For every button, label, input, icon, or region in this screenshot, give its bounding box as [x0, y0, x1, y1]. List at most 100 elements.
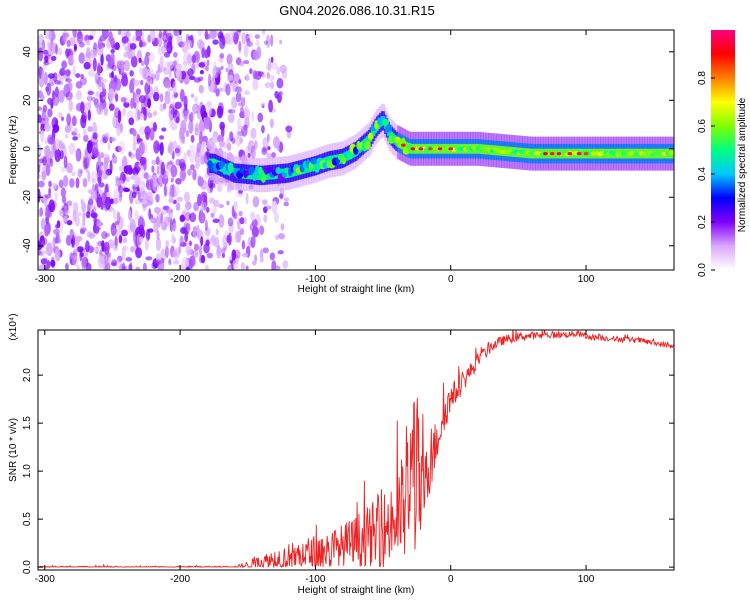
noise-blob [233, 200, 238, 212]
ridge-peak [410, 147, 416, 151]
noise-blob [110, 261, 117, 266]
noise-blob [170, 123, 178, 131]
noise-blob [216, 105, 224, 119]
noise-blob [186, 52, 193, 67]
noise-blob [68, 37, 76, 47]
noise-blob [259, 248, 264, 260]
noise-blob [173, 109, 180, 124]
noise-blob [279, 193, 284, 199]
noise-blob [245, 73, 250, 81]
noise-blob [69, 91, 74, 97]
noise-blob [245, 192, 249, 205]
noise-blob [100, 161, 104, 167]
noise-blob [46, 242, 53, 257]
noise-blob [215, 88, 220, 97]
noise-blob [63, 205, 68, 215]
noise-blob [186, 222, 191, 233]
noise-blob [170, 164, 178, 178]
ridge-blob [252, 172, 257, 182]
noise-blob [263, 214, 268, 223]
noise-blob [138, 95, 147, 104]
noise-blob [115, 145, 123, 153]
noise-blob [200, 236, 204, 247]
noise-blob [145, 228, 151, 241]
noise-blob [159, 103, 165, 112]
noise-blob [104, 196, 111, 210]
noise-blob [147, 98, 152, 109]
noise-blob [155, 193, 160, 203]
noise-blob [103, 198, 109, 212]
spectrogram-y-tick-label: 40 [22, 46, 33, 58]
noise-blob [129, 79, 135, 94]
noise-blob [88, 196, 94, 209]
noise-blob [63, 155, 68, 169]
noise-blob [255, 39, 260, 47]
noise-blob [114, 220, 120, 226]
noise-blob [217, 182, 223, 193]
noise-blob [42, 250, 48, 255]
noise-blob [47, 73, 55, 79]
noise-blob [66, 81, 73, 93]
noise-blob [38, 173, 41, 179]
noise-blob [158, 30, 163, 39]
noise-blob [200, 201, 205, 213]
noise-blob [64, 133, 69, 139]
noise-blob [65, 262, 69, 270]
noise-blob [198, 245, 203, 256]
noise-blob [135, 30, 143, 39]
noise-blob [160, 211, 164, 225]
noise-blob [276, 77, 284, 89]
noise-blob [228, 109, 236, 114]
noise-blob [137, 191, 141, 201]
noise-blob [97, 221, 104, 227]
noise-blob [49, 76, 54, 87]
noise-blob [175, 202, 181, 211]
noise-blob [82, 177, 88, 188]
noise-blob [92, 57, 97, 72]
noise-blob [183, 115, 187, 124]
noise-blob [50, 259, 56, 267]
noise-blob [146, 71, 152, 77]
noise-blob [235, 91, 242, 103]
noise-blob [228, 256, 233, 263]
noise-blob [207, 104, 212, 116]
noise-blob [79, 77, 87, 86]
noise-blob [218, 54, 224, 63]
noise-blob [69, 178, 75, 188]
noise-blob [200, 104, 207, 118]
snr-x-axis-label: Height of straight line (km) [298, 585, 415, 596]
ridge-blob [260, 173, 267, 183]
noise-blob [172, 218, 176, 232]
noise-blob [251, 260, 257, 266]
noise-blob [76, 31, 84, 44]
noise-blob [227, 109, 233, 114]
noise-blob [45, 83, 52, 96]
noise-blob [231, 249, 237, 261]
noise-blob [163, 184, 167, 197]
ridge-blob [314, 163, 320, 173]
noise-blob [165, 245, 169, 259]
noise-blob [184, 110, 189, 116]
noise-blob [226, 234, 231, 244]
noise-blob [275, 265, 281, 270]
noise-blob [245, 265, 249, 270]
ridge-blob [346, 152, 353, 160]
ridge-cell [257, 170, 260, 181]
noise-blob [136, 186, 140, 192]
ridge-blob [265, 166, 273, 174]
noise-blob [117, 110, 122, 124]
noise-blob [47, 152, 55, 159]
noise-blob [48, 30, 52, 41]
noise-blob [86, 231, 94, 238]
noise-blob [38, 106, 43, 111]
noise-blob [94, 247, 99, 253]
noise-blob [261, 146, 268, 156]
noise-blob [186, 54, 192, 64]
noise-blob [43, 30, 50, 35]
noise-blob [137, 109, 141, 121]
noise-blob [87, 109, 92, 121]
spectrogram-x-tick-label: 0 [448, 274, 454, 285]
noise-blob [268, 99, 274, 113]
noise-blob [172, 250, 178, 257]
noise-blob [197, 175, 203, 187]
